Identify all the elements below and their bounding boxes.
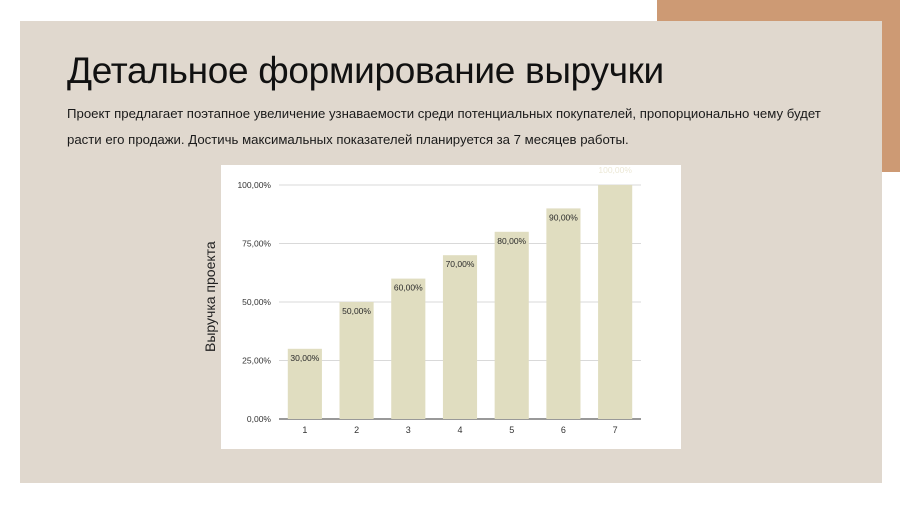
chart-bar bbox=[287, 348, 322, 419]
chart-x-tick-label: 3 bbox=[406, 425, 411, 435]
chart-y-tick-label: 100,00% bbox=[237, 180, 271, 190]
chart-bar bbox=[598, 185, 633, 419]
chart-x-tick-label: 5 bbox=[509, 425, 514, 435]
chart-data-label: 80,00% bbox=[497, 236, 526, 246]
chart-card: 0,00% 25,00% 50,00% 75,00% 100,00% 30,00% 50,… bbox=[221, 165, 681, 449]
chart-y-axis-label: Выручка проекта bbox=[202, 241, 218, 352]
chart-y-tick-label: 50,00% bbox=[242, 297, 271, 307]
chart-x-tick-labels: 1 2 3 4 5 6 7 bbox=[302, 425, 617, 435]
chart-x-tick-label: 7 bbox=[613, 425, 618, 435]
chart-bar bbox=[391, 278, 426, 419]
chart-data-label: 30,00% bbox=[290, 353, 319, 363]
chart-data-label: 90,00% bbox=[549, 212, 578, 222]
chart-bar bbox=[546, 208, 581, 419]
chart-data-label: 70,00% bbox=[446, 259, 475, 269]
chart-y-tick-label: 25,00% bbox=[242, 356, 271, 366]
chart-y-tick-label: 75,00% bbox=[242, 239, 271, 249]
chart-y-tick-label: 0,00% bbox=[247, 414, 272, 424]
chart-bar bbox=[339, 302, 374, 419]
revenue-bar-chart: 0,00%25,00%50,00%75,00%100,00% 30,00%50,… bbox=[237, 165, 641, 435]
chart-x-tick-label: 2 bbox=[354, 425, 359, 435]
chart-data-labels: 30,00% 50,00% 60,00% 70,00% 80,00% 90,00% 100,… bbox=[290, 165, 632, 363]
chart-bar bbox=[494, 231, 529, 419]
chart-bar bbox=[442, 255, 478, 419]
slide-title: Детальное формирование выручки bbox=[67, 50, 664, 91]
chart-y-tick-labels: 0,00% 25,00% 50,00% 75,00% 100,00% bbox=[237, 180, 271, 424]
chart-data-label: 100,00% bbox=[598, 165, 632, 175]
chart-bars bbox=[287, 185, 633, 419]
chart-x-tick-label: 4 bbox=[457, 425, 462, 435]
slide-subtitle: Проект предлагает поэтапное увеличение у… bbox=[67, 106, 821, 147]
chart-x-tick-label: 1 bbox=[302, 425, 307, 435]
chart-data-label: 50,00% bbox=[342, 306, 371, 316]
chart-x-tick-label: 6 bbox=[561, 425, 566, 435]
chart-data-label: 60,00% bbox=[394, 283, 423, 293]
